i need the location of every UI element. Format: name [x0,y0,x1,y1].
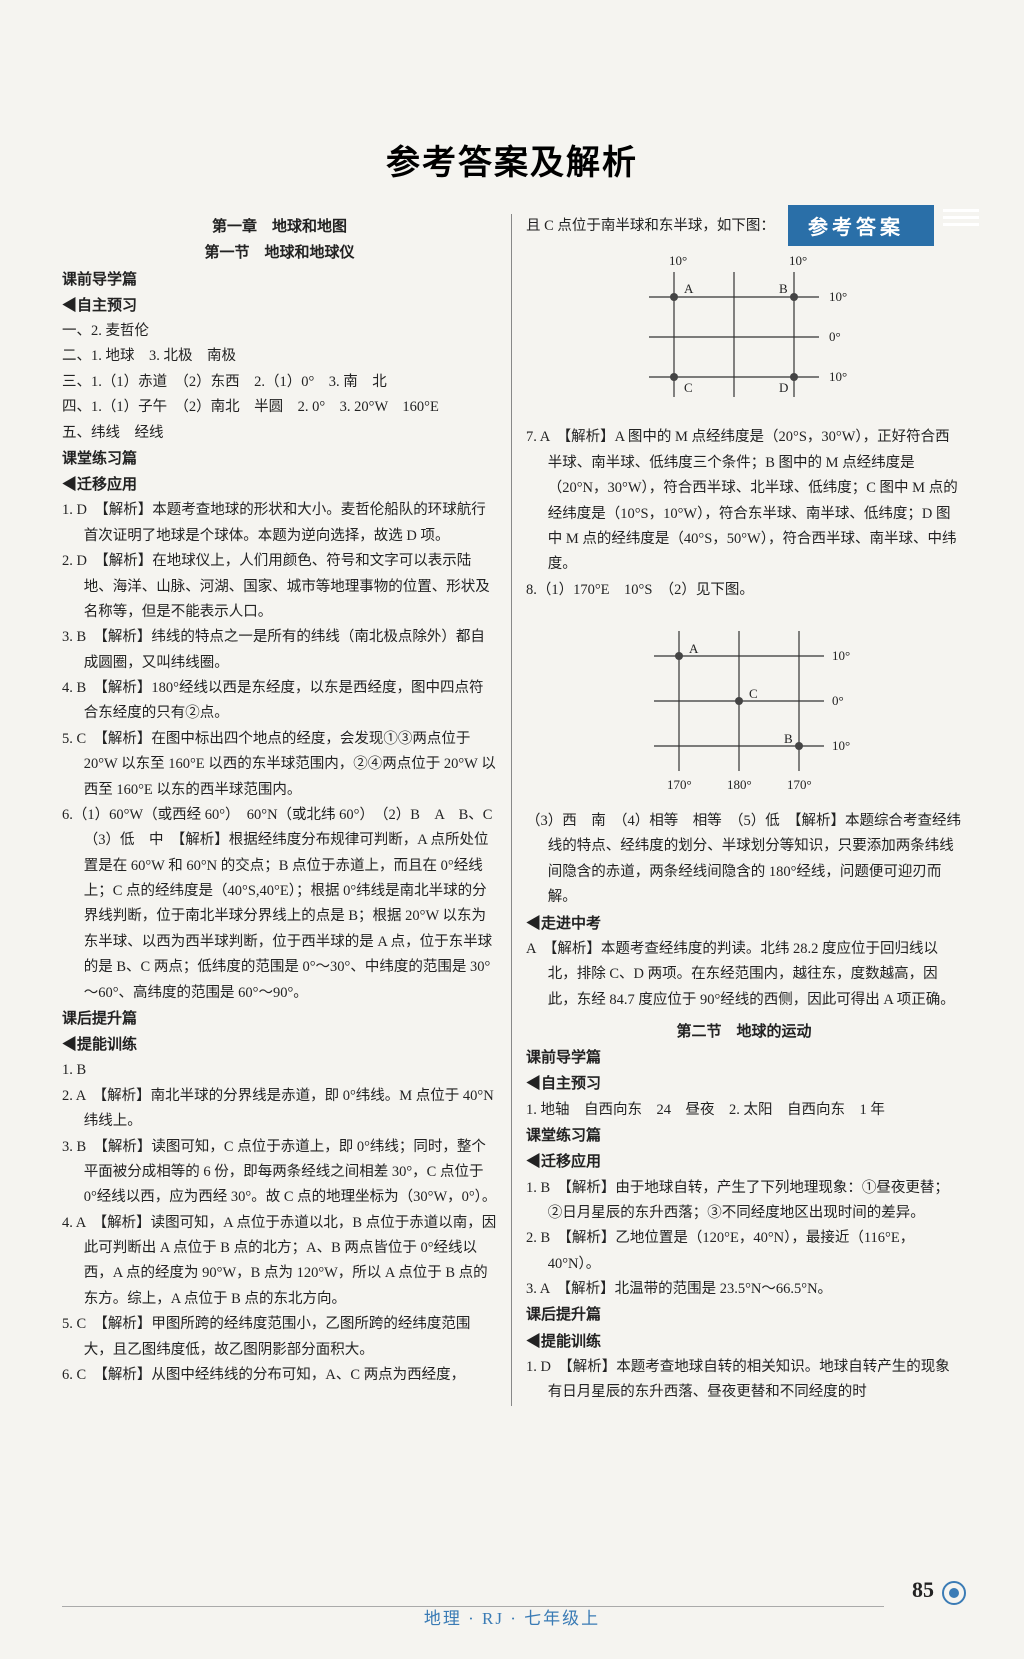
answer-5: 5. C 【解析】在图中标出四个地点的经度，会发现①③两点位于 20°W 以东至… [62,727,497,803]
diagram-grid-2: 10° 0° 10° 170° 180° 170° A C B [619,611,869,801]
answer-b6: 6. C 【解析】从图中经纬线的分布可知，A、C 两点为西经度， [62,1363,497,1388]
heading-class-practice-2: 课堂练习篇 [526,1123,962,1149]
line-4: 四、1.（1）子午 （2）南北 半圆 2. 0° 3. 20°W 160°E [62,395,497,420]
d1-lat-m: 0° [829,329,841,344]
section-title: 第一节 地球和地球仪 [62,240,497,266]
answer-7: 7. A 【解析】A 图中的 M 点经纬度是（20°S，30°W），正好符合西半… [526,425,962,577]
chapter-title: 第一章 地球和地图 [62,214,497,240]
answer-1: 1. D 【解析】本题考查地球的形状和大小。麦哲伦船队的环球航行首次证明了地球是… [62,498,497,549]
d1-C: C [684,380,693,395]
r-answer-2: 2. B 【解析】乙地位置是（120°E，40°N），最接近（116°E，40°… [526,1226,962,1277]
heading-class-practice: 课堂练习篇 [62,446,497,472]
heading-exam: ◀走进中考 [526,911,962,937]
right-column: 且 C 点位于南半球和东半球，如下图： 10° 10° 10° 0° 10° [512,214,962,1406]
main-title: 参考答案及解析 [0,135,1024,184]
d1-D: D [779,380,788,395]
heading-self-preview: ◀自主预习 [62,293,497,319]
d1-lon-r: 10° [789,253,807,268]
line-3: 三、1.（1）赤道 （2）东西 2.（1）0° 3. 南 北 [62,370,497,395]
answer-exam: A 【解析】本题考查经纬度的判读。北纬 28.2 度应位于回归线以北，排除 C、… [526,937,962,1013]
answer-b4: 4. A 【解析】读图可知，A 点位于赤道以北，B 点位于赤道以南，因此可判断出… [62,1211,497,1313]
d1-B: B [779,281,788,296]
page-number: 85 [912,1577,934,1603]
header-badge: 参考答案 [788,205,934,246]
answer-b5: 5. C 【解析】甲图所跨的经纬度范围小，乙图所跨的经纬度范围大，且乙图纬度低，… [62,1312,497,1363]
d2-lat-m: 0° [832,693,844,708]
d2-A: A [689,641,699,656]
answer-8a: 8.（1）170°E 10°S （2）见下图。 [526,578,962,603]
d1-lon-l: 10° [669,253,687,268]
r-answer-1: 1. B 【解析】由于地球自转，产生了下列地理现象：①昼夜更替；②日月星辰的东升… [526,1176,962,1227]
line-1: 一、2. 麦哲伦 [62,319,497,344]
d1-lat-t: 10° [829,289,847,304]
answer-b3: 3. B 【解析】读图可知，C 点位于赤道上，即 0°纬线；同时，整个平面被分成… [62,1135,497,1211]
heading-transfer-apply: ◀迁移应用 [62,472,497,498]
heading-after-class: 课后提升篇 [62,1006,497,1032]
d1-A: A [684,281,694,296]
page-circle-icon [942,1581,966,1605]
heading-prestudy: 课前导学篇 [62,267,497,293]
answer-4: 4. B 【解析】180°经线以西是东经度，以东是西经度，图中四点符合东经度的只… [62,676,497,727]
r-answer-4: 1. D 【解析】本题考查地球自转的相关知识。地球自转产生的现象有日月星辰的东升… [526,1355,962,1406]
d2-lon-r: 170° [787,777,812,792]
answer-b2: 2. A 【解析】南北半球的分界线是赤道，即 0°纬线。M 点位于 40°N 纬… [62,1084,497,1135]
answer-3: 3. B 【解析】纬线的特点之一是所有的纬线（南北极点除外）都自成圆圈，又叫纬线… [62,625,497,676]
answer-2: 2. D 【解析】在地球仪上，人们用颜色、符号和文字可以表示陆地、海洋、山脉、河… [62,549,497,625]
heading-ability-train-2: ◀提能训练 [526,1329,962,1355]
diagram-grid-1: 10° 10° 10° 0° 10° A B C D [619,247,869,417]
line-5: 五、纬线 经线 [62,421,497,446]
answer-6: 6.（1）60°W（或西经 60°） 60°N（或北纬 60°） （2）B A … [62,803,497,1006]
heading-self-preview-2: ◀自主预习 [526,1071,962,1097]
heading-transfer-apply-2: ◀迁移应用 [526,1149,962,1175]
header-badge-text: 参考答案 [808,217,904,239]
left-column: 第一章 地球和地图 第一节 地球和地球仪 课前导学篇 ◀自主预习 一、2. 麦哲… [62,214,512,1406]
d2-lat-b: 10° [832,738,850,753]
d2-C: C [749,686,758,701]
header-decor-lines [943,209,979,226]
heading-after-class-2: 课后提升篇 [526,1302,962,1328]
answer-b1: 1. B [62,1058,497,1083]
heading-prestudy-2: 课前导学篇 [526,1045,962,1071]
r-line-1: 1. 地轴 自西向东 24 昼夜 2. 太阳 自西向东 1 年 [526,1098,962,1123]
d2-B: B [784,731,793,746]
d2-lon-m: 180° [727,777,752,792]
answer-8b: （3）西 南 （4）相等 相等 （5）低 【解析】本题综合考查经纬线的特点、经纬… [526,809,962,911]
r-answer-3: 3. A 【解析】北温带的范围是 23.5°N～66.5°N。 [526,1277,962,1302]
content-columns: 第一章 地球和地图 第一节 地球和地球仪 课前导学篇 ◀自主预习 一、2. 麦哲… [62,214,962,1406]
footer-text: 地理 · RJ · 七年级上 [0,1604,1024,1629]
d1-lat-b: 10° [829,369,847,384]
heading-ability-train: ◀提能训练 [62,1032,497,1058]
section2-title: 第二节 地球的运动 [526,1019,962,1045]
d2-lat-t: 10° [832,648,850,663]
line-2: 二、1. 地球 3. 北极 南极 [62,344,497,369]
d2-lon-l: 170° [667,777,692,792]
